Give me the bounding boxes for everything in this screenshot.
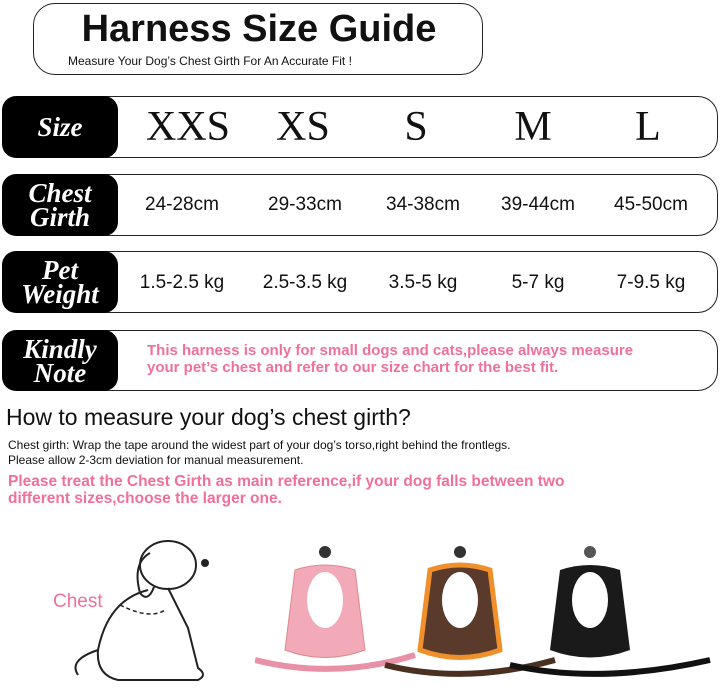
weight-xxs: 1.5-2.5 kg xyxy=(139,272,225,293)
weight-m: 5-7 kg xyxy=(511,272,565,293)
subtitle: Measure Your Dog’s Chest Girth For An Ac… xyxy=(68,54,352,68)
size-m: M xyxy=(514,104,552,150)
weight-l: 7-9.5 kg xyxy=(616,272,686,293)
size-label: Size xyxy=(2,96,118,158)
chest-illustration-label: Chest xyxy=(53,591,103,612)
size-xxs: XXS xyxy=(145,104,231,150)
weight-row xyxy=(2,251,718,313)
note-line-1: This harness is only for small dogs and … xyxy=(147,342,634,359)
weight-label-1: Pet xyxy=(42,255,78,285)
note-text: This harness is only for small dogs and … xyxy=(147,342,633,376)
chest-xs: 29-33cm xyxy=(268,194,342,215)
harness-photos xyxy=(255,546,711,677)
note-label-2: Note xyxy=(33,357,87,388)
weight-label-2: Weight xyxy=(21,279,99,309)
weight-label: Pet Weight xyxy=(2,251,118,313)
size-label-text: Size xyxy=(37,112,83,142)
size-l: L xyxy=(635,104,661,150)
howto-text: Chest girth: Wrap the tape around the wi… xyxy=(8,438,511,468)
size-xs: XS xyxy=(276,104,330,150)
chest-label-2: Girth xyxy=(29,202,91,232)
howto-pink: Please treat the Chest Girth as main ref… xyxy=(8,473,564,507)
chest-label: Chest Girth xyxy=(2,174,118,236)
note-label-1: Kindly xyxy=(23,333,97,364)
note-label: Kindly Note xyxy=(2,330,118,391)
size-row xyxy=(2,96,718,158)
weight-xs: 2.5-3.5 kg xyxy=(262,272,348,293)
howto-pink-2: different sizes,choose the larger one. xyxy=(8,490,282,507)
chest-xxs: 24-28cm xyxy=(145,194,219,215)
chest-l: 45-50cm xyxy=(614,194,688,215)
orange-harness xyxy=(384,546,556,677)
howto-heading: How to measure your dog’s chest girth? xyxy=(6,404,411,430)
note-row xyxy=(2,330,718,391)
chest-m: 39-44cm xyxy=(501,194,575,215)
weight-s: 3.5-5 kg xyxy=(388,272,458,293)
dog-outline-illustration xyxy=(74,540,209,681)
title-box: Harness Size Guide Measure Your Dog’s Ch… xyxy=(33,3,483,75)
howto-line-2: Please allow 2-3cm deviation for manual … xyxy=(8,453,304,467)
page-title: Harness Size Guide xyxy=(81,8,437,50)
size-s: S xyxy=(404,104,428,150)
chest-row xyxy=(2,174,718,236)
chest-label-1: Chest xyxy=(28,178,92,208)
howto-line-1: Chest girth: Wrap the tape around the wi… xyxy=(8,438,511,452)
note-line-2: your pet’s chest and refer to our size c… xyxy=(147,359,559,376)
black-harness xyxy=(509,546,711,677)
chest-s: 34-38cm xyxy=(386,194,460,215)
pink-harness xyxy=(255,546,416,672)
howto-pink-1: Please treat the Chest Girth as main ref… xyxy=(8,473,565,490)
